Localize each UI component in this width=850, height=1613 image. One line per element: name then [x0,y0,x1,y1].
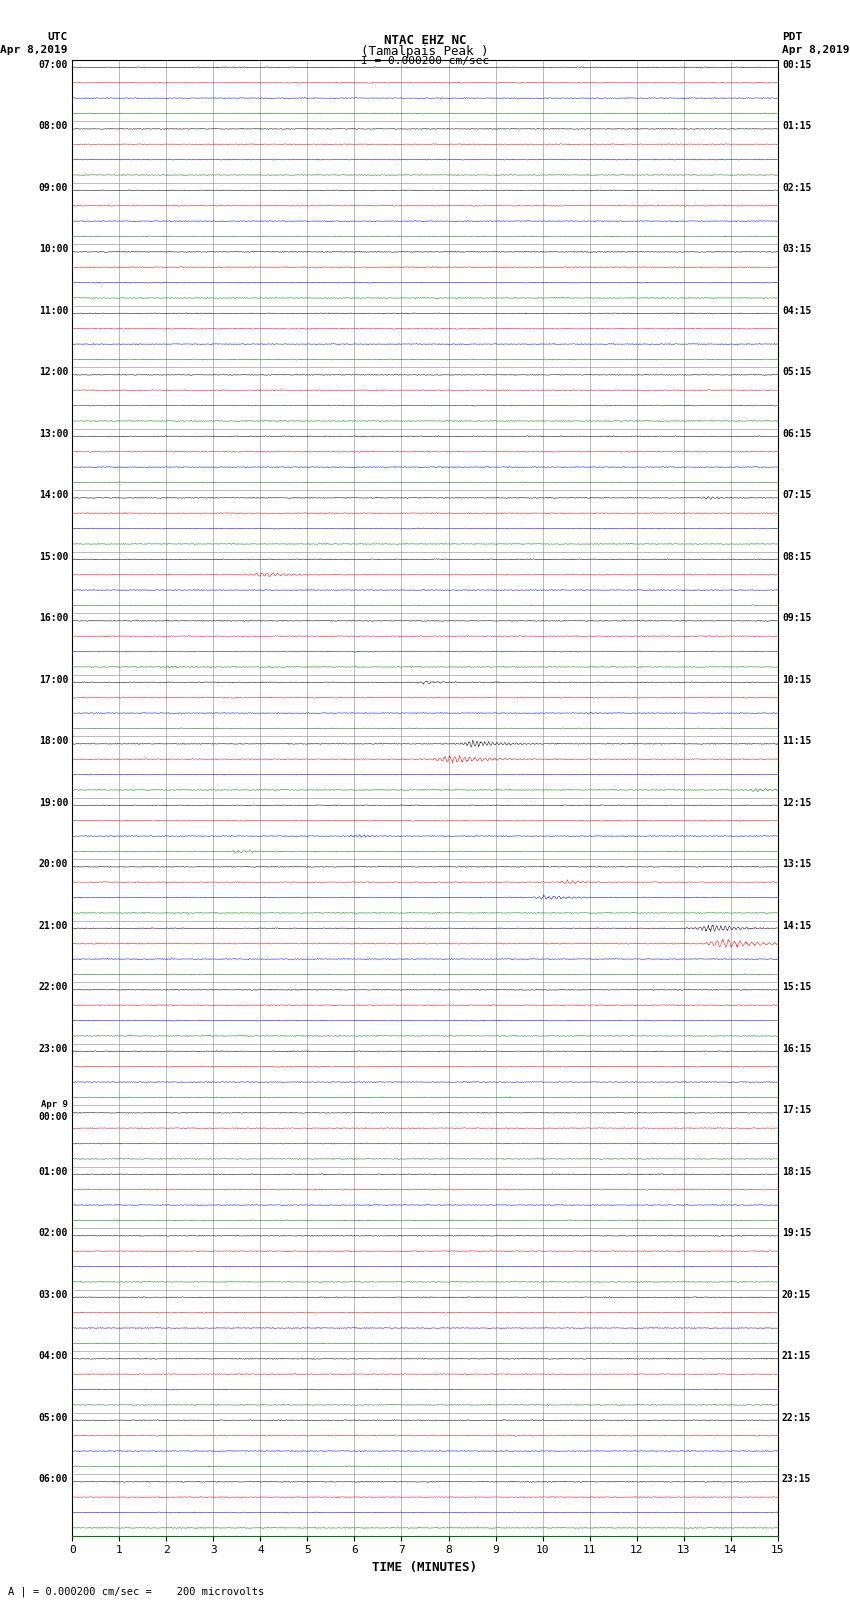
Text: 15:15: 15:15 [782,982,812,992]
Text: 17:15: 17:15 [782,1105,812,1115]
Text: 19:15: 19:15 [782,1227,812,1239]
Text: 10:00: 10:00 [38,244,68,255]
Text: 06:00: 06:00 [38,1474,68,1484]
Text: 14:00: 14:00 [38,490,68,500]
Text: (Tamalpais Peak ): (Tamalpais Peak ) [361,45,489,58]
Text: 09:15: 09:15 [782,613,812,623]
Text: 01:15: 01:15 [782,121,812,131]
Text: 16:00: 16:00 [38,613,68,623]
Text: 04:00: 04:00 [38,1352,68,1361]
Text: NTAC EHZ NC: NTAC EHZ NC [383,34,467,47]
Text: 02:00: 02:00 [38,1227,68,1239]
Text: 06:15: 06:15 [782,429,812,439]
Text: 18:15: 18:15 [782,1166,812,1176]
Text: Apr 8,2019: Apr 8,2019 [1,45,68,55]
Text: 09:00: 09:00 [38,182,68,192]
Text: 18:00: 18:00 [38,736,68,747]
Text: 03:00: 03:00 [38,1290,68,1300]
Text: I = 0.000200 cm/sec: I = 0.000200 cm/sec [361,56,489,66]
Text: 22:15: 22:15 [782,1413,812,1423]
Text: A | = 0.000200 cm/sec =    200 microvolts: A | = 0.000200 cm/sec = 200 microvolts [8,1586,264,1597]
Text: Apr 8,2019: Apr 8,2019 [782,45,849,55]
Text: Apr 9: Apr 9 [41,1100,68,1110]
Text: 08:15: 08:15 [782,552,812,561]
Text: 02:15: 02:15 [782,182,812,192]
Text: 08:00: 08:00 [38,121,68,131]
Text: 05:15: 05:15 [782,368,812,377]
Text: 12:00: 12:00 [38,368,68,377]
Text: 11:15: 11:15 [782,736,812,747]
Text: 07:00: 07:00 [38,60,68,69]
Text: 22:00: 22:00 [38,982,68,992]
Text: 07:15: 07:15 [782,490,812,500]
Text: 20:15: 20:15 [782,1290,812,1300]
Text: 20:00: 20:00 [38,860,68,869]
Text: 13:15: 13:15 [782,860,812,869]
X-axis label: TIME (MINUTES): TIME (MINUTES) [372,1561,478,1574]
Text: 13:00: 13:00 [38,429,68,439]
Text: 01:00: 01:00 [38,1166,68,1176]
Text: 14:15: 14:15 [782,921,812,931]
Text: 23:00: 23:00 [38,1044,68,1053]
Text: 19:00: 19:00 [38,798,68,808]
Text: 15:00: 15:00 [38,552,68,561]
Text: 03:15: 03:15 [782,244,812,255]
Text: 11:00: 11:00 [38,306,68,316]
Text: 16:15: 16:15 [782,1044,812,1053]
Text: PDT: PDT [782,32,802,42]
Text: 10:15: 10:15 [782,674,812,684]
Text: 21:00: 21:00 [38,921,68,931]
Text: 04:15: 04:15 [782,306,812,316]
Text: 00:00: 00:00 [38,1111,68,1121]
Text: 17:00: 17:00 [38,674,68,684]
Text: 00:15: 00:15 [782,60,812,69]
Text: 21:15: 21:15 [782,1352,812,1361]
Text: 23:15: 23:15 [782,1474,812,1484]
Text: UTC: UTC [48,32,68,42]
Text: 05:00: 05:00 [38,1413,68,1423]
Text: 12:15: 12:15 [782,798,812,808]
